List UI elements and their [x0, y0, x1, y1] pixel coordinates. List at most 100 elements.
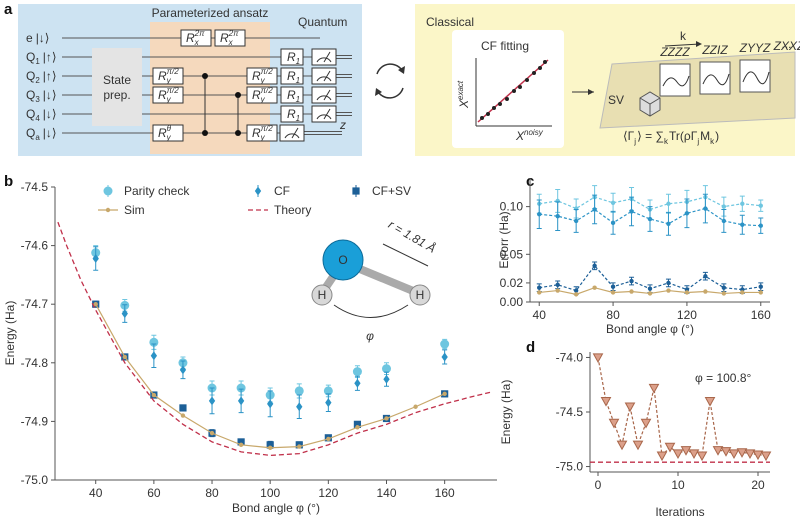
y-tick-label: -75.0	[21, 473, 49, 487]
marker	[442, 391, 447, 397]
text-part: 1	[35, 57, 40, 66]
marker	[592, 263, 597, 268]
y-tick-label: -75.0	[556, 460, 584, 474]
text-part: R	[186, 31, 195, 45]
text-part: π/2	[261, 124, 274, 133]
marker	[592, 353, 604, 363]
marker	[355, 425, 360, 430]
atom-label: O	[338, 253, 347, 267]
pauli-label: ZZIZ	[701, 43, 728, 57]
gate	[246, 124, 278, 142]
qubit-label: Qa |↓⟩	[26, 126, 57, 142]
text-part: |↓⟩	[43, 126, 57, 140]
marker	[537, 285, 542, 290]
state-prep-box	[92, 48, 142, 126]
x-tick-label: 80	[606, 308, 620, 322]
text-part: |↓⟩	[36, 31, 50, 45]
marker	[236, 383, 246, 393]
marker	[728, 449, 740, 459]
y-tick-label: -74.5	[556, 405, 584, 419]
text-part: R	[158, 69, 167, 83]
marker	[640, 418, 652, 429]
x-tick-label: 160	[751, 308, 771, 322]
legend-label: CF+SV	[372, 184, 411, 198]
marker	[647, 291, 653, 296]
marker	[666, 201, 671, 206]
marker	[208, 396, 216, 406]
y-axis-label: Energy (Ha)	[499, 380, 513, 445]
marker	[238, 442, 244, 448]
text-part: R	[252, 69, 261, 83]
marker	[703, 289, 708, 294]
fit-x-label: Xnoisy	[515, 128, 544, 143]
y-tick-label: 0.02	[500, 276, 524, 290]
marker	[413, 404, 418, 409]
fit-title: CF fitting	[481, 39, 529, 53]
legend-label: Parity check	[124, 184, 190, 198]
y-axis-label: Errorr (Ha)	[497, 211, 511, 268]
gate-label: R1	[287, 50, 300, 66]
state-prep: State	[103, 73, 131, 87]
measurement	[311, 105, 337, 123]
marker	[555, 282, 560, 288]
marker	[297, 444, 302, 449]
fit-y-label: Xexact	[456, 80, 471, 109]
marker	[672, 449, 684, 459]
text-part: R	[220, 31, 229, 45]
text-part: M	[700, 129, 710, 143]
text-part: R	[158, 88, 167, 102]
text-part: j	[696, 137, 699, 146]
r-arrow	[382, 243, 429, 267]
ansatz-title: Parameterized ansatz	[152, 6, 269, 20]
marker	[752, 450, 764, 461]
panel-label: a	[4, 1, 13, 18]
control-dot	[202, 73, 208, 79]
k-label: k	[680, 29, 687, 43]
gate-label: Rx2π	[186, 29, 205, 47]
text-part: 2	[35, 76, 40, 85]
text-part: y	[260, 133, 266, 142]
series-line	[57, 221, 492, 457]
marker	[632, 440, 644, 451]
panel-label: d	[526, 339, 535, 356]
marker	[696, 451, 708, 462]
sv-box	[699, 61, 731, 95]
x-axis-label: Bond angle φ (°)	[232, 501, 320, 515]
text-part: R	[287, 107, 296, 121]
text-part: 2π	[228, 29, 239, 38]
bond-length: r = 1.81 Å	[386, 217, 439, 256]
x-tick-label: 120	[677, 308, 697, 322]
pauli-label: ZYYZ	[739, 41, 771, 55]
marker	[267, 399, 274, 409]
text-part: x	[228, 38, 234, 47]
marker	[656, 451, 668, 462]
marker	[537, 212, 542, 217]
marker	[354, 378, 361, 388]
gate	[180, 29, 212, 47]
marker	[758, 284, 763, 289]
series-line	[95, 303, 445, 449]
gate	[246, 67, 278, 85]
y-tick-label: 0.00	[500, 295, 524, 309]
text-part: exact	[456, 80, 465, 100]
gate	[214, 29, 246, 47]
marker	[712, 446, 724, 456]
text-part: |↓⟩	[43, 107, 57, 121]
marker	[325, 398, 332, 408]
atom-label: H	[318, 288, 327, 302]
text-part: |↑⟩	[43, 50, 57, 64]
text-part: y	[260, 95, 266, 104]
gate	[152, 124, 184, 142]
gate-label: Ryπ/2	[158, 67, 179, 85]
legend-label: CF	[274, 184, 290, 198]
marker	[179, 404, 187, 412]
marker	[666, 221, 671, 226]
control-dot	[202, 130, 208, 136]
marker	[680, 446, 692, 456]
text-part: noisy	[524, 128, 544, 137]
molecule: O H H r = 1.81 Å φ	[311, 217, 439, 343]
marker	[664, 442, 676, 453]
qubit-label: Q2 |↑⟩	[26, 69, 57, 85]
text-part: e	[26, 31, 33, 45]
measurement	[311, 86, 337, 104]
